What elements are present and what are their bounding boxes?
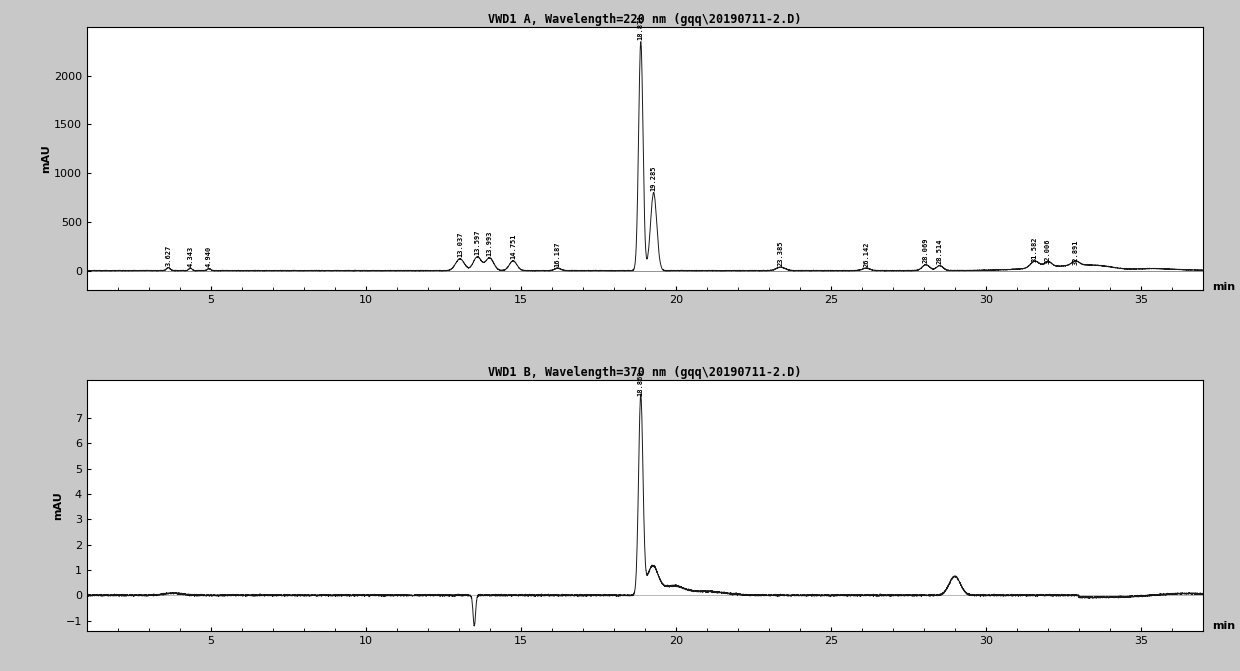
Text: 3.627: 3.627	[165, 245, 171, 266]
Text: 4.343: 4.343	[187, 246, 193, 266]
Text: 26.142: 26.142	[863, 241, 869, 266]
Text: 23.385: 23.385	[777, 240, 784, 266]
Text: 31.582: 31.582	[1032, 237, 1038, 262]
Text: 14.751: 14.751	[510, 234, 516, 260]
Text: min: min	[1211, 282, 1235, 292]
Text: 32.891: 32.891	[1073, 240, 1079, 265]
Text: 16.187: 16.187	[554, 241, 560, 266]
Y-axis label: mAU: mAU	[41, 144, 51, 173]
Text: 18.871: 18.871	[637, 15, 644, 40]
Text: 18.869: 18.869	[637, 370, 644, 396]
Text: 4.940: 4.940	[206, 246, 212, 267]
Text: 32.006: 32.006	[1045, 238, 1052, 264]
Text: 28.514: 28.514	[936, 239, 942, 264]
Text: 19.285: 19.285	[651, 166, 657, 191]
Text: 28.069: 28.069	[923, 238, 929, 263]
Title: VWD1 B, Wavelength=370 nm (gqq\20190711-2.D): VWD1 B, Wavelength=370 nm (gqq\20190711-…	[489, 366, 801, 379]
Text: 13.993: 13.993	[486, 231, 492, 256]
Title: VWD1 A, Wavelength=220 nm (gqq\20190711-2.D): VWD1 A, Wavelength=220 nm (gqq\20190711-…	[489, 13, 801, 25]
Text: 13.597: 13.597	[475, 230, 480, 256]
Y-axis label: mAU: mAU	[53, 491, 63, 520]
Text: min: min	[1211, 621, 1235, 631]
Text: 13.037: 13.037	[458, 232, 463, 258]
